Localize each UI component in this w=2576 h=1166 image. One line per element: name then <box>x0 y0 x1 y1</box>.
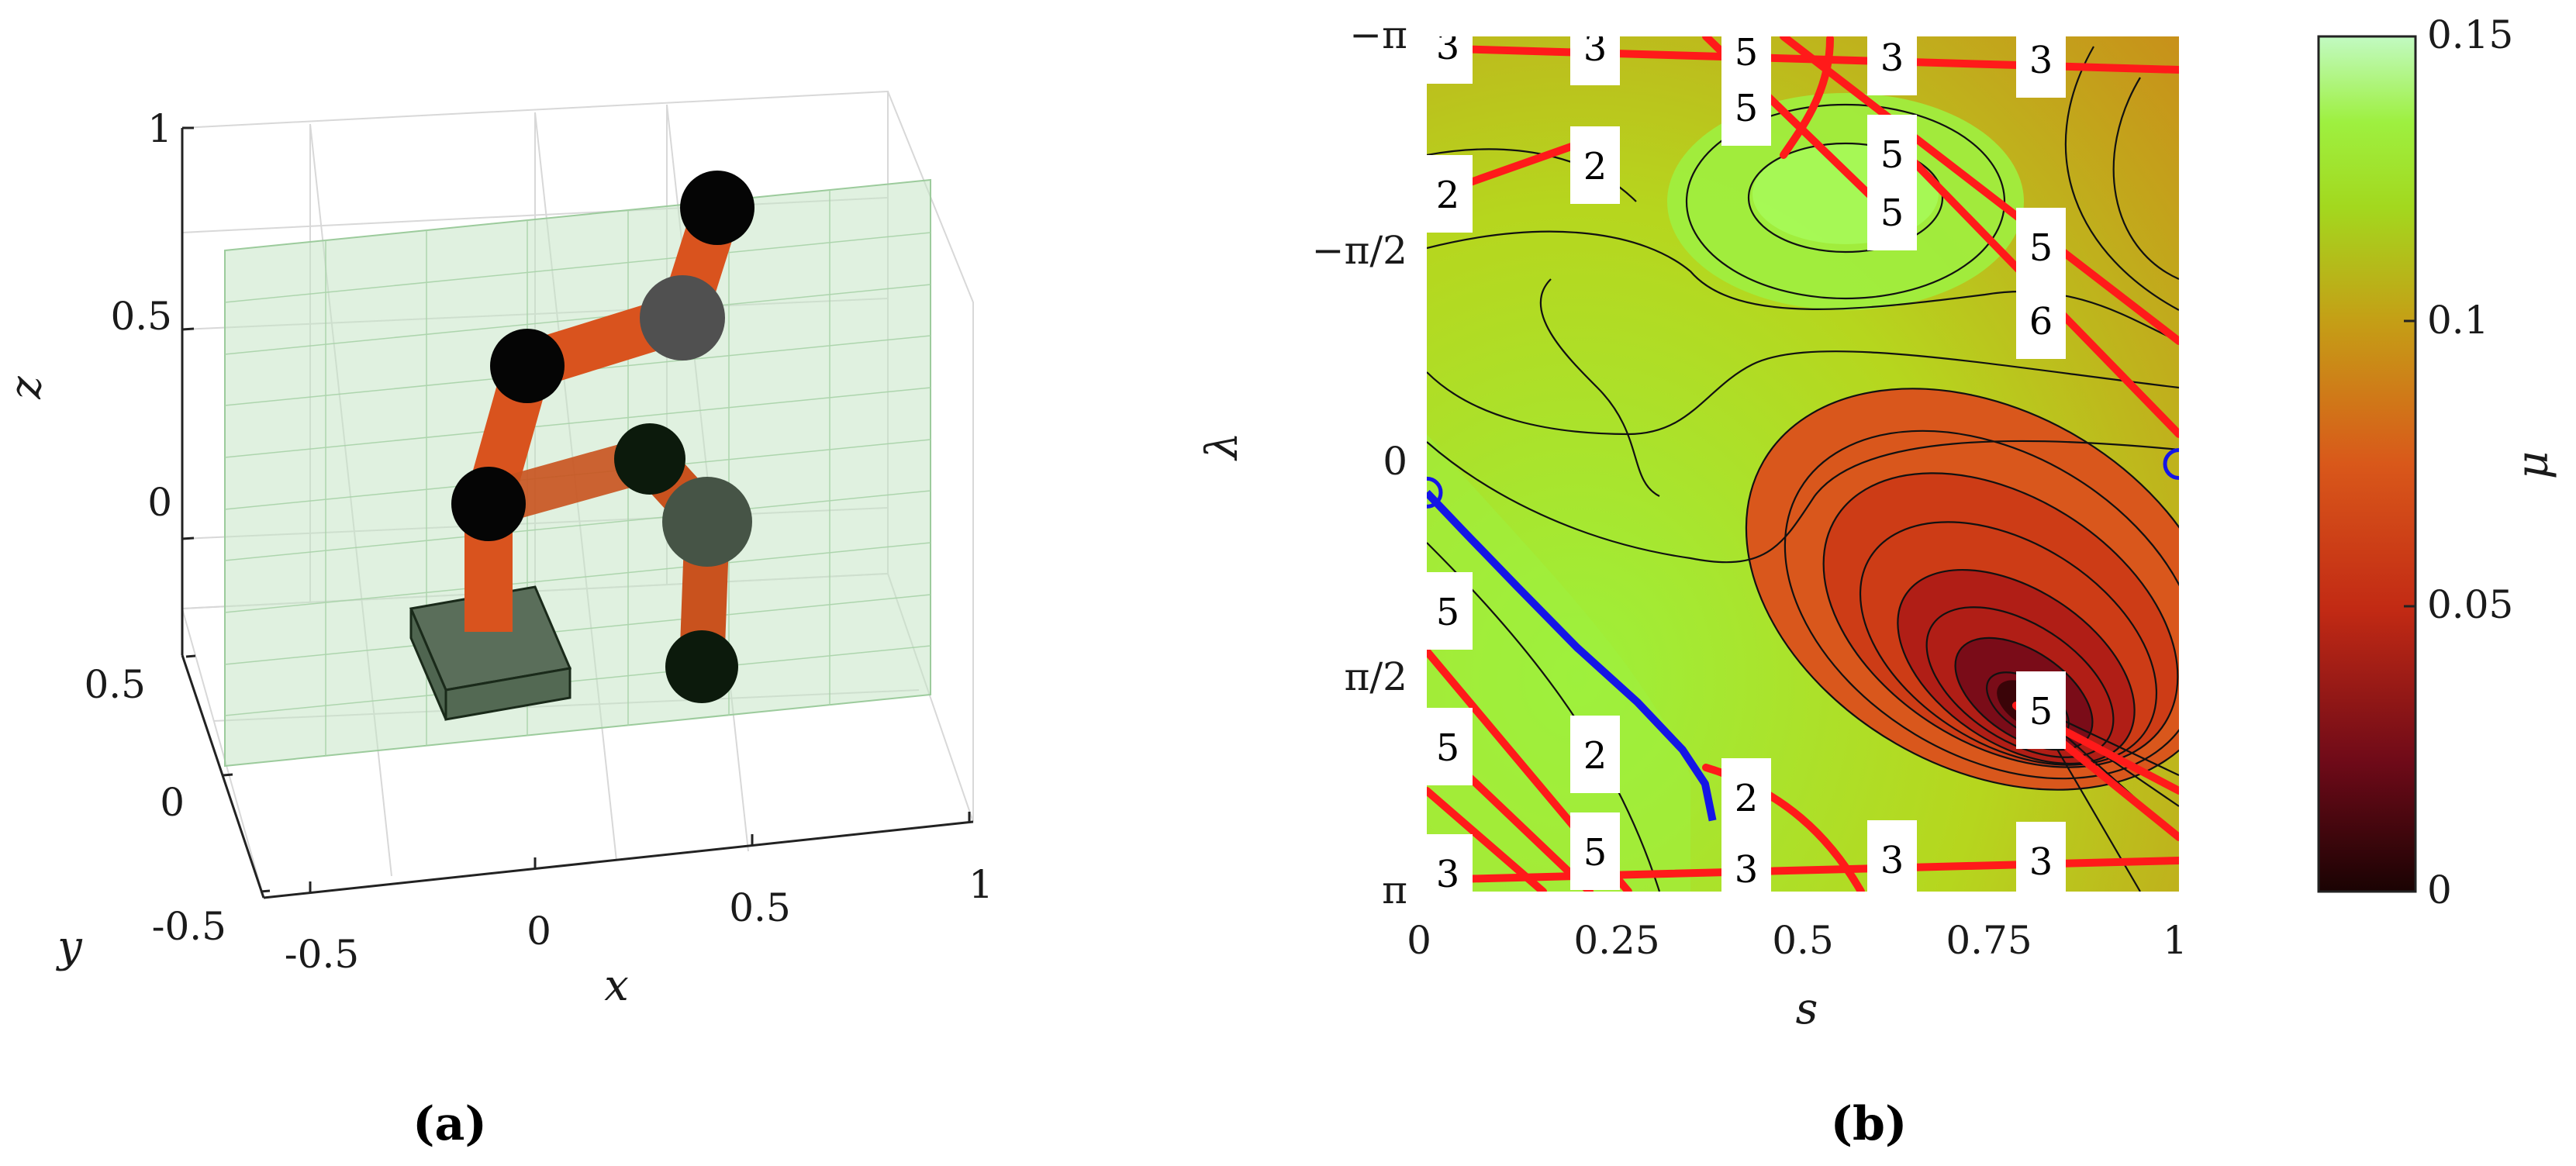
colorbar-tick-label: 0.15 <box>2427 12 2513 57</box>
panel-a-ticks <box>181 126 971 893</box>
lambda-tick-label: −π/2 <box>1312 228 1407 273</box>
z-tick-label: 0 <box>147 480 172 525</box>
x-axis-label: x <box>604 961 629 1011</box>
contour-label-box <box>1427 572 1473 650</box>
contour-label: 3 <box>1583 26 1607 70</box>
contour-label-box <box>1427 708 1473 785</box>
z-tick-label: 1 <box>147 106 172 151</box>
contour-label-box <box>2016 281 2066 359</box>
contour-label-box <box>1427 834 1473 892</box>
panel-b-tick-labels: −π −π/2 0 π/2 π 0 0.25 0.5 0.75 1 <box>1312 12 2188 963</box>
colorbar-tick-labels: 0.15 0.1 0.05 0 <box>2427 12 2513 912</box>
contour-label-box <box>2016 822 2066 892</box>
contour-label-box <box>1721 68 1771 146</box>
contour-label: 5 <box>1880 191 1904 235</box>
s-tick-label: 1 <box>2163 918 2188 963</box>
contour-label: 3 <box>1880 839 1904 882</box>
contour-label: 5 <box>1583 831 1607 874</box>
panel-b-caption: (b) <box>1831 1097 1908 1151</box>
contour-label-box <box>1570 36 1620 85</box>
contour-label: 3 <box>1436 853 1460 896</box>
contour-label-box <box>1721 758 1771 836</box>
lambda-tick-label: π/2 <box>1344 654 1407 699</box>
contour-label-box <box>1867 173 1917 250</box>
joint-circle <box>640 275 725 360</box>
joint-circle <box>680 171 754 245</box>
contour-label-box <box>2016 36 2066 98</box>
contour-label: 3 <box>2029 840 2053 884</box>
colorbar-tick-label: 0 <box>2427 868 2452 912</box>
end-marker <box>2163 448 2179 480</box>
y-axis-label: y <box>55 922 83 972</box>
lambda-axis-label: λ <box>1197 432 1248 461</box>
joint-circle <box>665 630 738 703</box>
contour-label: 3 <box>1436 25 1460 68</box>
lambda-tick-label: 0 <box>1383 439 1407 484</box>
contour-lines <box>1427 46 2179 892</box>
contour-label: 3 <box>1880 36 1904 80</box>
joint-circle <box>614 423 685 495</box>
x-tick-label: -0.5 <box>285 932 359 977</box>
y-tick-label: -0.5 <box>152 904 226 949</box>
contour-label: 3 <box>1735 848 1759 892</box>
x-tick-label: 0.5 <box>729 885 791 930</box>
joint-circle <box>662 477 752 567</box>
contour-label-box <box>1570 126 1620 204</box>
z-tick-label: 0.5 <box>110 294 172 339</box>
contour-label-box <box>1867 820 1917 892</box>
contour-labels: 3 3 5 3 3 5 2 2 5 5 5 5 6 5 5 2 2 5 3 3 3 3 <box>1427 25 2066 896</box>
colorbar-tick-label: 0.05 <box>2427 582 2513 627</box>
contour-label: 2 <box>1735 777 1759 820</box>
contour-label: 5 <box>1436 726 1460 770</box>
contour-label: 5 <box>2029 226 2053 270</box>
s-axis-label: s <box>1796 984 1818 1034</box>
contour-label-box <box>1570 812 1620 890</box>
contour-label: 6 <box>2029 300 2053 343</box>
panel-a-axes <box>181 128 974 899</box>
contour-label-box <box>1721 830 1771 892</box>
colorbar <box>2317 35 2417 893</box>
contour-label-box <box>1867 36 1917 95</box>
s-tick-label: 0 <box>1407 918 1431 963</box>
contour-label: 2 <box>1583 734 1607 778</box>
joint-circle <box>490 329 565 403</box>
robot-base <box>409 585 572 721</box>
colorbar-ticks <box>2404 35 2415 893</box>
y-tick-label: 0.5 <box>84 662 146 707</box>
joint-circle <box>451 467 526 541</box>
s-tick-label: 0.25 <box>1573 918 1659 963</box>
colorbar-tick-label: 0.1 <box>2427 298 2489 343</box>
lambda-tick-label: −π <box>1349 12 1407 57</box>
contour-label: 3 <box>2029 39 2053 82</box>
panel-b: 3 3 5 3 3 5 2 2 5 5 5 5 6 5 5 2 2 5 3 3 3 3 −π −π/2 0 π/2 π 0… <box>1197 12 2558 1151</box>
start-marker <box>1427 476 1443 509</box>
panel-a-caption: (a) <box>413 1097 487 1151</box>
s-tick-label: 0.5 <box>1772 918 1834 963</box>
y-tick-label: 0 <box>160 780 185 825</box>
contour-label-box <box>2016 671 2066 749</box>
contour-label: 2 <box>1583 145 1607 188</box>
x-tick-label: 1 <box>969 862 993 907</box>
contour-label: 5 <box>1735 31 1759 74</box>
contour-label: 5 <box>2029 690 2053 733</box>
contour-label-box <box>2016 208 2066 285</box>
lambda-tick-label: π <box>1382 868 1407 912</box>
optimal-path-line <box>1427 489 1717 822</box>
panel-a: 1 0.5 0 0.5 0 -0.5 -0.5 0 0.5 1 z y x (a… <box>1 90 993 1151</box>
x-tick-label: 0 <box>527 909 551 954</box>
contour-label: 2 <box>1436 174 1460 217</box>
contour-label-box <box>1427 36 1473 84</box>
contour-label-box <box>1570 716 1620 793</box>
colorbar-label: μ <box>2508 451 2558 479</box>
contour-label: 5 <box>1735 87 1759 130</box>
contour-label: 5 <box>1880 133 1904 177</box>
z-axis-label: z <box>1 376 51 400</box>
robot-joints <box>451 171 754 703</box>
contour-label-box <box>1427 155 1473 233</box>
contour-label: 5 <box>1436 591 1460 634</box>
panel-a-tick-labels: 1 0.5 0 0.5 0 -0.5 -0.5 0 0.5 1 <box>84 106 993 977</box>
contour-map: 3 3 5 3 3 5 2 2 5 5 5 5 6 5 5 2 2 5 3 3 3 3 <box>1427 25 2179 896</box>
s-tick-label: 0.75 <box>1946 918 2032 963</box>
